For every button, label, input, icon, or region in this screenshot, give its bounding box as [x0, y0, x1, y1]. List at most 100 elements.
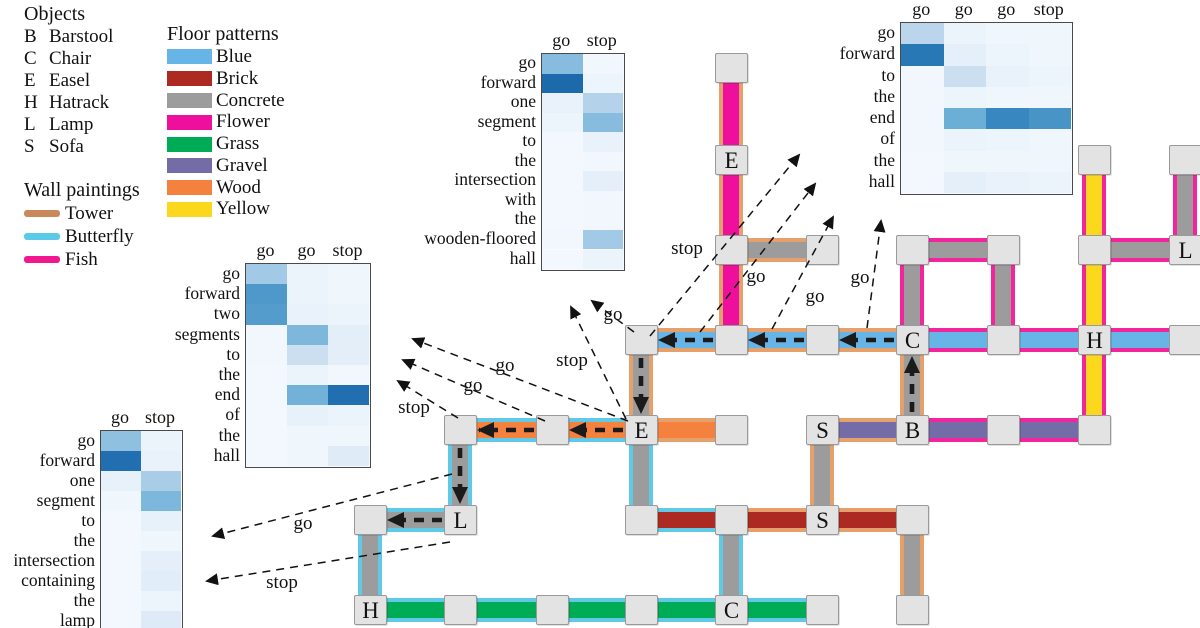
heatmap-cell — [986, 108, 1029, 130]
floor-pattern-swatch — [167, 201, 212, 217]
heatmap-cell — [141, 611, 181, 628]
heatmap-cell — [582, 190, 623, 211]
heatmap-word-label: go — [222, 263, 241, 283]
floor-pattern-legend-item: Grass — [167, 133, 285, 155]
heatmap-cell — [1028, 44, 1071, 66]
object-name: Hatrack — [49, 92, 110, 113]
map-node — [1169, 325, 1200, 355]
map-node — [536, 595, 569, 625]
objects-legend-item: B Barstool — [24, 26, 113, 48]
heatmap-cell — [943, 86, 986, 108]
heatmap-word-label: forward — [480, 71, 536, 92]
heatmap-word-label: intersection — [454, 169, 536, 190]
heatmap-word-label: to — [522, 130, 536, 151]
wall-painting-legend-item: Tower — [24, 202, 140, 225]
heatmap-cell — [141, 431, 181, 451]
heatmap-cell — [542, 93, 583, 113]
heatmap-word-label: hall — [868, 170, 895, 191]
heatmap-word-label: to — [881, 64, 895, 85]
map-node — [896, 235, 929, 265]
heatmap-action-label: go — [256, 240, 275, 260]
floor-pattern-swatch — [167, 92, 212, 108]
heatmap-cell — [1028, 86, 1071, 108]
action-pointer-arrow — [205, 541, 451, 586]
heatmap-word-label: the — [73, 590, 95, 610]
heatmap-cell — [542, 73, 583, 94]
map-node — [715, 325, 748, 355]
heatmap-cell — [101, 611, 141, 628]
map-node-s: S — [806, 415, 839, 445]
objects-legend-item: H Hatrack — [24, 92, 113, 114]
wall-painting-name: Tower — [65, 202, 114, 224]
object-abbr: E — [24, 70, 36, 91]
heatmap-cell — [943, 65, 986, 87]
map-node — [715, 53, 748, 83]
heatmap-word-label: forward — [839, 43, 895, 64]
objects-legend-item: C Chair — [24, 48, 113, 70]
object-abbr: S — [24, 136, 35, 157]
heatmap-cell — [943, 44, 986, 66]
heatmap-word-label: to — [226, 343, 240, 364]
map-node — [354, 505, 387, 535]
map-node — [896, 505, 929, 535]
heatmap-cell — [943, 108, 986, 130]
heatmap-action-label: stop — [332, 240, 363, 260]
object-name: Easel — [49, 70, 91, 91]
map-node — [987, 415, 1020, 445]
object-name: Lamp — [49, 114, 94, 135]
object-abbr: B — [24, 26, 37, 47]
heatmap-cell — [141, 591, 181, 611]
heatmap-cell — [141, 571, 181, 591]
heatmap-cell — [901, 23, 944, 45]
action-label-go: go — [293, 513, 313, 534]
floor-pattern-legend-item: Brick — [167, 68, 285, 90]
heatmap-cell — [986, 129, 1029, 151]
heatmap-cell — [582, 210, 623, 230]
corridor-flower-floor-tower-walls — [719, 68, 743, 160]
wall-painting-legend-item: Butterfly — [24, 225, 140, 248]
heatmap-word-label: to — [81, 510, 95, 530]
map-node — [987, 325, 1020, 355]
heatmap-cell — [943, 23, 986, 45]
heatmap-word-label: segments — [174, 323, 240, 344]
heatmap-cell — [141, 551, 181, 571]
action-label-go: go — [463, 375, 483, 396]
heatmap-word-label: the — [218, 364, 240, 384]
heatmap-cell — [542, 210, 583, 230]
heatmap-word-label: end — [214, 384, 240, 405]
heatmap-cell — [901, 65, 944, 87]
heatmap-cell — [287, 365, 328, 386]
heatmap-cell — [328, 445, 369, 466]
action-label-go: go — [603, 304, 623, 325]
heatmap-cell — [101, 551, 141, 571]
heatmap-cell — [246, 405, 287, 426]
heatmap-word-label: of — [225, 404, 240, 425]
map-node-e: E — [715, 145, 748, 175]
heatmap-word-label: the — [73, 530, 95, 550]
floor-pattern-name: Concrete — [216, 89, 285, 111]
map-node — [444, 595, 477, 625]
heatmap-cell — [901, 171, 944, 193]
action-label-stop: stop — [556, 350, 588, 371]
heatmap-cell — [141, 491, 181, 511]
floor-patterns-legend-title: Floor patterns — [167, 23, 279, 45]
map-node-h: H — [1078, 325, 1111, 355]
object-abbr: H — [24, 92, 38, 113]
heatmap-action-label: go — [912, 0, 931, 19]
heatmap-cell — [542, 190, 583, 211]
floor-pattern-name: Grass — [216, 133, 260, 155]
heatmap-cell — [328, 365, 369, 386]
heatmap-cell — [986, 23, 1029, 45]
heatmap-word-label: go — [877, 22, 896, 42]
heatmap-cell — [101, 451, 141, 471]
floor-pattern-name: Wood — [216, 176, 261, 198]
heatmap-cell — [141, 471, 181, 491]
object-abbr: C — [24, 48, 37, 69]
map-node-c: C — [896, 325, 929, 355]
floor-pattern-name: Gravel — [216, 154, 268, 176]
map-node — [1078, 145, 1111, 175]
action-label-go: go — [495, 355, 515, 376]
heatmap-word-label: one — [510, 91, 536, 112]
floor-pattern-swatch — [167, 114, 212, 130]
heatmap-cell — [943, 171, 986, 193]
